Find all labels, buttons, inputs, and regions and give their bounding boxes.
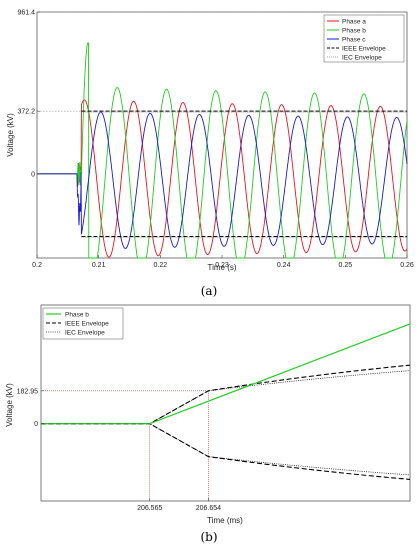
y-tick-label-b: 182.95 [17, 388, 39, 395]
legend-label-a: IEC Envelope [342, 54, 382, 61]
y-tick-label-a: 372.2 [17, 109, 35, 116]
y-axis-label-b: Voltage (kV) [5, 383, 14, 427]
legend-label-b: IEC Envelope [65, 329, 105, 336]
iec-envelope-lower-b [41, 423, 411, 476]
legend-label-b: Phase b [65, 311, 89, 318]
legend-label-a: IEEE Envelope [342, 45, 386, 52]
phase-a-line [37, 99, 408, 258]
legend-label-a: Phase b [342, 27, 366, 34]
caption-a: (a) [201, 284, 218, 298]
chart-b: 206.565 206.654 182.95 0 Time (ms) Voltage … [5, 304, 411, 544]
legend-box-b [42, 307, 124, 340]
x-tick-label-a: 0.23 [215, 262, 229, 269]
iec-envelope-upper-b [41, 370, 411, 425]
x-tick-label-a: 0.26 [400, 262, 414, 269]
y-tick-label-b: 0 [34, 421, 38, 428]
phase-c-line [37, 111, 408, 249]
x-tick-label-b: 206.654 [196, 505, 221, 512]
legend-label-a: Phase c [342, 36, 366, 43]
x-tick-label-b: 206.565 [137, 505, 162, 512]
x-tick-label-a: 0.21 [92, 262, 106, 269]
legend-a: Phase a Phase b Phase c IEEE Envelope IEC En… [323, 14, 405, 63]
chart-a: 0.2 0.21 0.22 0.23 0.24 0.25 0.26 961.4 372.2 0 T… [6, 10, 414, 299]
ieee-envelope-lower-b [41, 423, 411, 480]
x-axis-label-b: Time (ms) [207, 516, 243, 525]
y-axis-label-a: Voltage (kV) [6, 113, 15, 157]
phase-b-line-b [41, 323, 411, 425]
ieee-envelope-upper-b [41, 364, 411, 425]
x-tick-label-a: 0.24 [277, 262, 291, 269]
y-tick-label-a: 0 [31, 171, 35, 178]
legend-label-b: IEEE Envelope [65, 320, 109, 327]
x-axis-label-a: Time (s) [207, 263, 236, 272]
x-tick-label-a: 0.2 [32, 262, 42, 269]
legend-b: Phase b IEEE Envelope IEC Envelope [42, 307, 124, 340]
x-tick-label-a: 0.25 [339, 262, 353, 269]
y-tick-label-a: 961.4 [17, 10, 35, 17]
caption-b: (b) [200, 530, 217, 544]
phase-b-line [37, 42, 408, 259]
legend-label-a: Phase a [342, 18, 366, 25]
x-tick-label-a: 0.22 [154, 262, 168, 269]
